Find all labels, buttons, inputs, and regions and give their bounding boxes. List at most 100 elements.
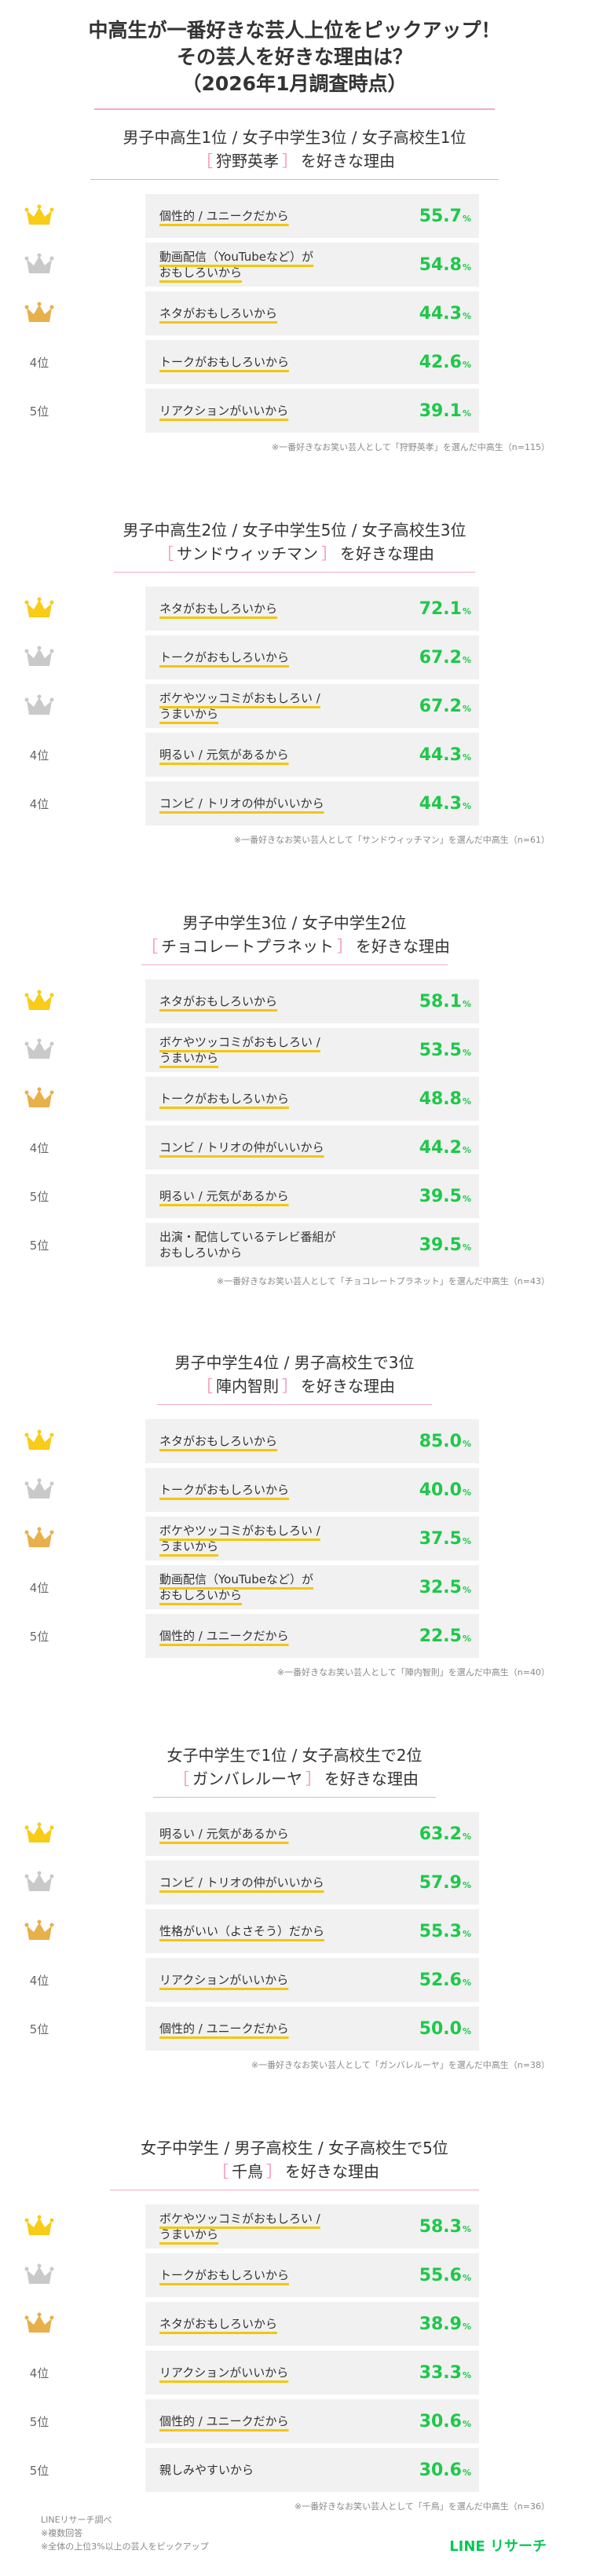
bracket-close: ］ bbox=[282, 152, 298, 170]
reason-row: ボケやツッコミがおもしろい / うまいから 58.3% bbox=[24, 2205, 479, 2249]
reason-row: コンビ / トリオの仲がいいから 57.9% bbox=[24, 1861, 479, 1905]
heading-suffix: を好きな理由 bbox=[324, 1769, 419, 1788]
reason-cell: トークがおもしろいから bbox=[145, 340, 412, 384]
percent-cell: 55.6% bbox=[412, 2253, 479, 2297]
percent-unit: % bbox=[462, 1144, 471, 1155]
rank-cell: 4位 bbox=[0, 781, 79, 825]
rank-label: 4位 bbox=[29, 2366, 49, 2380]
silver-crown-icon bbox=[24, 1038, 54, 1059]
reason-label: 親しみやすいから bbox=[159, 2463, 254, 2477]
rank-cell: 5位 bbox=[0, 389, 79, 433]
section-ranking-summary: 男子中学生3位 / 女子中学生2位 bbox=[182, 913, 407, 932]
rank-cell bbox=[0, 684, 79, 728]
bracket-open: ［ bbox=[142, 937, 158, 956]
bracket-open: ［ bbox=[197, 152, 213, 170]
rank-label: 4位 bbox=[29, 1580, 49, 1595]
percent-unit: % bbox=[462, 1047, 471, 1058]
percent-cell: 67.2% bbox=[412, 635, 479, 679]
percent-unit: % bbox=[462, 1535, 471, 1546]
reason-row: 個性的 / ユニークだから 55.7% bbox=[24, 194, 479, 238]
percent-cell: 58.1% bbox=[412, 979, 479, 1023]
reason-cell: コンビ / トリオの仲がいいから bbox=[145, 781, 412, 825]
reason-row: 5位 出演・配信しているテレビ番組が おもしろいから 39.5% bbox=[30, 1223, 479, 1267]
reason-label: 明るい / 元気があるから bbox=[159, 748, 289, 762]
percent-cell: 37.5% bbox=[412, 1517, 479, 1561]
percent-value: 53.5 bbox=[419, 1040, 462, 1060]
percent-unit: % bbox=[462, 1487, 471, 1498]
reason-row: ネタがおもしろいから 38.9% bbox=[24, 2302, 479, 2346]
percent-unit: % bbox=[462, 1096, 471, 1107]
percent-cell: 63.2% bbox=[412, 1812, 479, 1856]
silver-crown-icon bbox=[24, 694, 54, 715]
heading-suffix: を好きな理由 bbox=[301, 1377, 395, 1396]
percent-unit: % bbox=[462, 213, 471, 224]
reason-row: ネタがおもしろいから 44.3% bbox=[24, 291, 479, 335]
percent-unit: % bbox=[462, 2369, 471, 2380]
percent-cell: 55.3% bbox=[412, 1909, 479, 1953]
percent-unit: % bbox=[462, 1193, 471, 1204]
silver-crown-icon bbox=[24, 1478, 54, 1498]
comedian-name: 狩野英孝 bbox=[216, 152, 279, 170]
reason-row: トークがおもしろいから 48.8% bbox=[24, 1077, 479, 1121]
reason-table: ネタがおもしろいから 72.1% トークがおもしろいから 67.2% ボケやツッコミがお… bbox=[0, 587, 589, 825]
percent-value: 55.3 bbox=[419, 1921, 462, 1941]
section-heading: 男子中学生4位 / 男子高校生で3位 ［ 陣内智則 ］ を好きな理由 bbox=[0, 1351, 589, 1398]
percent-value: 44.3 bbox=[419, 793, 462, 814]
reason-cell: リアクションがいいから bbox=[145, 389, 412, 433]
rank-label: 5位 bbox=[29, 404, 49, 419]
reason-cell: トークがおもしろいから bbox=[145, 1468, 412, 1512]
heading-divider bbox=[157, 1404, 432, 1405]
silver-crown-icon bbox=[24, 2263, 54, 2284]
heading-suffix: を好きな理由 bbox=[301, 152, 395, 170]
percent-value: 52.6 bbox=[419, 1970, 462, 1990]
rank-cell bbox=[0, 2253, 79, 2297]
rank-cell bbox=[0, 2302, 79, 2346]
reason-cell: 出演・配信しているテレビ番組が おもしろいから bbox=[145, 1223, 412, 1267]
section-comedian-line: ［ 陣内智則 ］ を好きな理由 bbox=[0, 1374, 589, 1398]
reason-label: ネタがおもしろいから bbox=[159, 602, 278, 616]
title-divider bbox=[94, 108, 495, 110]
percent-unit: % bbox=[462, 752, 471, 763]
percent-value: 32.5 bbox=[419, 1577, 462, 1597]
percent-value: 55.6 bbox=[419, 2265, 462, 2285]
percent-unit: % bbox=[462, 654, 471, 665]
reason-row: 4位 コンビ / トリオの仲がいいから 44.3% bbox=[30, 781, 479, 825]
reason-table: ネタがおもしろいから 85.0% トークがおもしろいから 40.0% ボケやツッコミがお… bbox=[0, 1419, 589, 1658]
reason-row: 4位 動画配信（YouTubeなど）が おもしろいから 32.5% bbox=[30, 1565, 479, 1609]
rank-label: 4位 bbox=[29, 1973, 49, 1988]
rank-cell: 5位 bbox=[0, 1614, 79, 1658]
percent-cell: 44.2% bbox=[412, 1125, 479, 1169]
title-line-2: その芸人を好きな理由は？ bbox=[176, 46, 412, 68]
percent-value: 39.1 bbox=[419, 401, 462, 421]
reason-cell: 個性的 / ユニークだから bbox=[145, 2007, 412, 2051]
percent-unit: % bbox=[462, 262, 471, 273]
percent-cell: 44.3% bbox=[412, 733, 479, 777]
bracket-open: ［ bbox=[158, 544, 174, 563]
reason-cell: 明るい / 元気があるから bbox=[145, 733, 412, 777]
footer-note-multiple: ※複数回答 bbox=[41, 2528, 83, 2538]
gold-crown-icon bbox=[24, 597, 54, 617]
reason-cell: 性格がいい（よさそう）だから bbox=[145, 1909, 412, 1953]
reason-label: ボケやツッコミがおもしろい / うまいから bbox=[159, 1035, 320, 1065]
percent-value: 58.3 bbox=[419, 2216, 462, 2237]
rank-cell bbox=[0, 1468, 79, 1512]
reason-label: ボケやツッコミがおもしろい / うまいから bbox=[159, 2212, 320, 2241]
rank-cell bbox=[0, 979, 79, 1023]
percent-unit: % bbox=[462, 2418, 471, 2429]
reason-label: リアクションがいいから bbox=[159, 2366, 289, 2380]
percent-value: 85.0 bbox=[419, 1431, 462, 1451]
heading-divider bbox=[153, 1797, 436, 1798]
reason-label: 動画配信（YouTubeなど）が おもしろいから bbox=[159, 1572, 313, 1602]
rank-cell bbox=[0, 1861, 79, 1905]
bronze-crown-icon bbox=[24, 1527, 54, 1547]
heading-divider bbox=[141, 964, 448, 965]
rank-cell: 4位 bbox=[0, 733, 79, 777]
section-comedian-line: ［ 千鳥 ］ を好きな理由 bbox=[0, 2160, 589, 2183]
section-ranking-summary: 男子中学生4位 / 男子高校生で3位 bbox=[174, 1353, 415, 1372]
heading-suffix: を好きな理由 bbox=[356, 937, 450, 956]
bracket-close: ］ bbox=[337, 937, 353, 956]
percent-cell: 55.7% bbox=[412, 194, 479, 238]
bronze-crown-icon bbox=[24, 302, 54, 322]
sample-note: ※一番好きなお笑い芸人として「ガンバレルーヤ」を選んだ中高生（n=38） bbox=[251, 2060, 550, 2070]
reason-row: 4位 リアクションがいいから 33.3% bbox=[30, 2351, 479, 2395]
